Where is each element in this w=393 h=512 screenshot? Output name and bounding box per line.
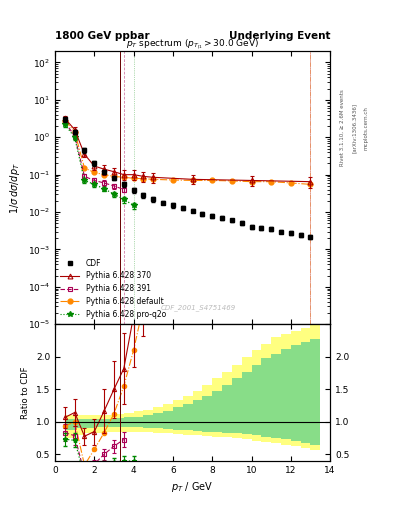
X-axis label: $p_T$ / GeV: $p_T$ / GeV [171,480,214,494]
Pythia 6.428 default [82,165,87,171]
Text: CDF_2001_S4751469: CDF_2001_S4751469 [160,304,236,311]
Text: [arXiv:1306.3436]: [arXiv:1306.3436] [352,103,357,153]
Pythia 6.428 default [171,177,175,183]
Text: mcplots.cern.ch: mcplots.cern.ch [364,106,369,150]
Pythia 6.428 default [308,181,313,187]
Pythia 6.428 default [141,176,146,182]
Pythia 6.428 default [151,176,156,182]
Pythia 6.428 default [190,177,195,183]
Pythia 6.428 default [210,177,215,183]
Y-axis label: Ratio to CDF: Ratio to CDF [21,366,30,419]
Y-axis label: $1/\sigma\,d\sigma/dp_T$: $1/\sigma\,d\sigma/dp_T$ [8,162,22,214]
Pythia 6.428 default [288,180,293,186]
Text: Rivet 3.1.10, ≥ 2.6M events: Rivet 3.1.10, ≥ 2.6M events [340,90,345,166]
Pythia 6.428 default [102,172,107,178]
Pythia 6.428 default [112,173,116,179]
Pythia 6.428 default [249,179,254,185]
Legend: CDF, Pythia 6.428 370, Pythia 6.428 391, Pythia 6.428 default, Pythia 6.428 pro-: CDF, Pythia 6.428 370, Pythia 6.428 391,… [57,255,169,322]
Line: Pythia 6.428 default: Pythia 6.428 default [62,118,313,187]
Text: 1800 GeV ppbar: 1800 GeV ppbar [55,31,150,41]
Pythia 6.428 default [72,129,77,135]
Title: $p_T$ spectrum ($p_{T_{|1}} > 30.0$ GeV): $p_T$ spectrum ($p_{T_{|1}} > 30.0$ GeV) [126,37,259,51]
Pythia 6.428 default [121,174,126,180]
Pythia 6.428 default [269,179,274,185]
Pythia 6.428 default [230,178,234,184]
Pythia 6.428 default [62,117,67,123]
Pythia 6.428 default [92,169,97,176]
Pythia 6.428 default [131,175,136,181]
Text: Underlying Event: Underlying Event [229,31,330,41]
